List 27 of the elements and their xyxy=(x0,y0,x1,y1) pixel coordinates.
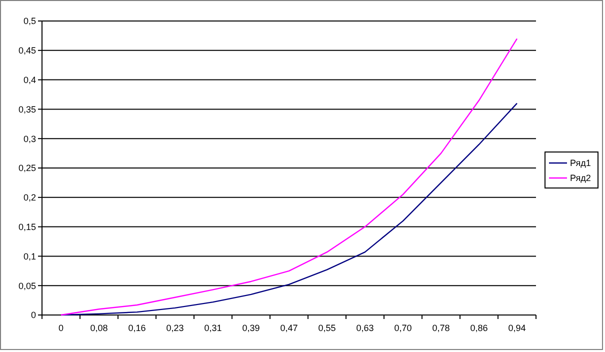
x-tick-label: 0,63 xyxy=(356,323,374,333)
y-tick-label: 0,4 xyxy=(23,74,36,85)
x-tick-label: 0,23 xyxy=(166,323,184,333)
line-series xyxy=(60,38,518,316)
x-tick-label: 0,86 xyxy=(470,323,488,333)
y-tick-label: 0,3 xyxy=(23,134,36,144)
y-tick-label: 0,5 xyxy=(23,16,36,26)
legend-label: Ряд1 xyxy=(570,158,591,168)
y-tick-label: 0,35 xyxy=(18,104,36,114)
y-tick-label: 0,1 xyxy=(23,251,36,262)
x-tick-label: 0,31 xyxy=(204,323,222,333)
x-tick-label: 0,08 xyxy=(90,323,108,333)
x-tick-label: 0,70 xyxy=(394,323,412,333)
x-tick-label: 0,78 xyxy=(432,323,450,333)
y-tick-label: 0,05 xyxy=(18,280,36,291)
x-tick-label: 0,16 xyxy=(128,323,146,333)
y-tick-label: 0,2 xyxy=(23,192,36,203)
y-tick-label: 0,45 xyxy=(18,46,36,56)
y-tick-label: 0,25 xyxy=(18,163,36,174)
x-tick-label: 0,55 xyxy=(318,323,336,333)
x-tick-label: 0,94 xyxy=(508,323,526,333)
x-tick-label: 0,39 xyxy=(242,323,260,333)
x-tick-label: 0 xyxy=(58,323,64,333)
y-tick-label: 0,15 xyxy=(18,222,36,232)
legend-label: Ряд2 xyxy=(570,173,591,184)
x-tick-label: 0,47 xyxy=(280,323,298,333)
y-tick-label: 0 xyxy=(30,310,36,320)
